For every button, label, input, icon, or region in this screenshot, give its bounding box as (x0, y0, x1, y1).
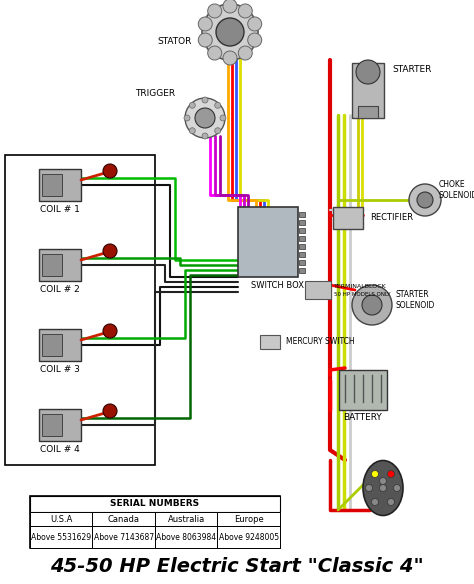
Text: BATTERY: BATTERY (344, 413, 383, 422)
Bar (30, 496, 280, 512)
Text: Above 7143687: Above 7143687 (94, 533, 154, 541)
Circle shape (380, 478, 386, 485)
Circle shape (362, 295, 382, 315)
Circle shape (417, 192, 433, 208)
Text: Australia: Australia (168, 515, 205, 523)
Bar (218, 526, 280, 548)
Circle shape (103, 404, 117, 418)
Circle shape (356, 60, 380, 84)
FancyBboxPatch shape (299, 228, 305, 232)
Text: MERCURY SWITCH: MERCURY SWITCH (286, 338, 355, 346)
Circle shape (248, 17, 262, 31)
FancyBboxPatch shape (42, 334, 62, 356)
Circle shape (215, 128, 221, 134)
Circle shape (388, 499, 394, 506)
Circle shape (202, 4, 258, 60)
Circle shape (198, 33, 212, 47)
Bar (92, 512, 155, 526)
Text: COIL # 3: COIL # 3 (40, 364, 80, 374)
Text: Above 8063984: Above 8063984 (156, 533, 216, 541)
Text: COIL # 2: COIL # 2 (40, 284, 80, 294)
Circle shape (372, 499, 379, 506)
Text: Canada: Canada (108, 515, 140, 523)
Text: COIL # 1: COIL # 1 (40, 204, 80, 214)
Bar (155, 526, 218, 548)
Circle shape (365, 485, 373, 492)
Circle shape (380, 485, 386, 492)
Text: 45-50 HP Electric Start "Classic 4": 45-50 HP Electric Start "Classic 4" (50, 557, 424, 575)
Bar (218, 512, 280, 526)
FancyBboxPatch shape (299, 259, 305, 265)
FancyBboxPatch shape (238, 207, 298, 277)
FancyBboxPatch shape (299, 252, 305, 256)
Circle shape (248, 33, 262, 47)
Text: U.S.A: U.S.A (50, 515, 73, 523)
Text: Europe: Europe (234, 515, 264, 523)
Bar (30, 496, 280, 548)
FancyBboxPatch shape (352, 62, 384, 117)
Circle shape (198, 17, 212, 31)
Text: TERMINALBLOCK: TERMINALBLOCK (334, 283, 387, 288)
Text: Above 9248005: Above 9248005 (219, 533, 279, 541)
Bar (30, 526, 92, 548)
Circle shape (393, 485, 401, 492)
FancyBboxPatch shape (39, 249, 81, 281)
Text: SWITCH BOX: SWITCH BOX (252, 280, 304, 290)
FancyBboxPatch shape (39, 169, 81, 201)
Circle shape (388, 471, 394, 478)
FancyBboxPatch shape (333, 207, 363, 229)
Circle shape (189, 128, 195, 134)
FancyBboxPatch shape (42, 254, 62, 276)
Text: STATOR: STATOR (158, 37, 192, 47)
Circle shape (238, 46, 252, 60)
FancyBboxPatch shape (260, 335, 280, 349)
Circle shape (103, 324, 117, 338)
FancyBboxPatch shape (39, 329, 81, 361)
Circle shape (202, 97, 208, 103)
Circle shape (220, 115, 226, 121)
Text: Above 5531629: Above 5531629 (31, 533, 91, 541)
Bar (30, 512, 92, 526)
Circle shape (216, 18, 244, 46)
Circle shape (215, 102, 221, 108)
Circle shape (238, 4, 252, 18)
Circle shape (195, 108, 215, 128)
Circle shape (103, 244, 117, 258)
Circle shape (208, 46, 222, 60)
Circle shape (208, 4, 222, 18)
FancyBboxPatch shape (42, 174, 62, 196)
FancyBboxPatch shape (299, 211, 305, 217)
Text: RECTIFIER: RECTIFIER (370, 214, 413, 223)
Circle shape (223, 0, 237, 13)
Circle shape (372, 471, 379, 478)
FancyBboxPatch shape (358, 106, 378, 118)
Text: STARTER: STARTER (392, 65, 431, 75)
FancyBboxPatch shape (39, 409, 81, 441)
Ellipse shape (363, 461, 403, 516)
Circle shape (409, 184, 441, 216)
Circle shape (103, 164, 117, 178)
Text: TRIGGER: TRIGGER (135, 89, 175, 98)
Circle shape (223, 51, 237, 65)
FancyBboxPatch shape (299, 244, 305, 249)
Circle shape (184, 115, 190, 121)
Text: CHOKE
SOLENOID: CHOKE SOLENOID (439, 180, 474, 200)
Bar (5, 155, 155, 465)
Text: SERIAL NUMBERS: SERIAL NUMBERS (110, 499, 200, 509)
FancyBboxPatch shape (339, 370, 387, 410)
Circle shape (352, 285, 392, 325)
FancyBboxPatch shape (299, 235, 305, 241)
Text: 50 HP MODELS ONLY: 50 HP MODELS ONLY (334, 293, 391, 297)
Circle shape (185, 98, 225, 138)
Circle shape (202, 133, 208, 139)
Bar (92, 526, 155, 548)
FancyBboxPatch shape (299, 220, 305, 224)
FancyBboxPatch shape (299, 267, 305, 273)
FancyBboxPatch shape (42, 414, 62, 436)
Text: STARTER
SOLENOID: STARTER SOLENOID (396, 290, 436, 310)
Circle shape (189, 102, 195, 108)
FancyBboxPatch shape (305, 281, 331, 299)
Text: COIL # 4: COIL # 4 (40, 444, 80, 454)
Bar (155, 512, 218, 526)
